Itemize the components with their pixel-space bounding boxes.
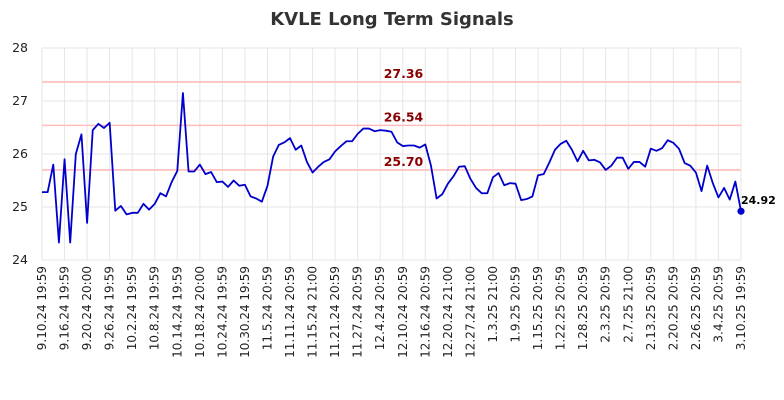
reference-line-label: 26.54 — [384, 109, 424, 124]
x-tick-label: 9.26.24 19:59 — [103, 266, 117, 350]
last-point-marker — [737, 207, 745, 215]
x-tick-label: 10.8.24 19:59 — [148, 266, 162, 350]
x-tick-label: 11.21.24 20:59 — [328, 266, 342, 358]
x-tick-label: 10.18.24 20:00 — [193, 266, 207, 358]
x-tick-label: 11.15.24 21:00 — [306, 266, 320, 358]
x-tick-label: 11.27.24 20:59 — [351, 266, 365, 358]
grid — [41, 47, 742, 261]
x-tick-label: 3.10.25 19:59 — [734, 266, 748, 350]
x-tick-label: 10.14.24 19:59 — [170, 266, 184, 358]
x-tick-label: 10.2.24 19:59 — [125, 266, 139, 350]
reference-line-label: 27.36 — [384, 66, 424, 81]
x-tick-label: 10.24.24 19:59 — [215, 266, 229, 358]
x-tick-label: 2.3.25 20:59 — [599, 266, 613, 343]
x-tick-label: 1.9.25 20:59 — [509, 266, 523, 343]
x-tick-label: 2.7.25 21:00 — [621, 266, 635, 343]
x-tick-label: 9.16.24 19:59 — [58, 266, 72, 350]
series-layer: 24.92 — [42, 92, 776, 244]
x-tick-label: 3.4.25 20:59 — [711, 266, 725, 343]
y-tick-label: 24 — [12, 252, 28, 267]
x-tick-label: 10.30.24 19:59 — [238, 266, 252, 358]
x-tick-label: 12.20.24 21:00 — [441, 266, 455, 358]
x-tick-label: 11.5.24 20:59 — [260, 266, 274, 350]
reference-line-label: 25.70 — [384, 154, 424, 169]
last-value-label: 24.92 — [741, 194, 776, 207]
y-tick-label: 28 — [12, 40, 28, 55]
y-axis-ticks: 24 25 26 27 28 — [12, 40, 28, 267]
series-line — [42, 92, 742, 244]
x-tick-label: 1.28.25 20:59 — [576, 266, 590, 350]
chart-title: KVLE Long Term Signals — [270, 9, 514, 30]
x-tick-label: 1.22.25 20:59 — [554, 266, 568, 350]
x-tick-label: 2.20.25 20:59 — [666, 266, 680, 350]
x-tick-label: 1.3.25 21:00 — [486, 266, 500, 343]
x-tick-label: 12.27.24 21:00 — [463, 266, 477, 358]
x-tick-label: 2.13.25 20:59 — [644, 266, 658, 350]
x-tick-label: 12.10.24 20:59 — [396, 266, 410, 358]
x-tick-label: 12.16.24 20:59 — [418, 266, 432, 358]
x-axis-ticks: 9.10.24 19:59 9.16.24 19:59 9.20.24 20:00 9… — [35, 266, 748, 358]
x-tick-label: 1.15.25 20:59 — [531, 266, 545, 350]
x-tick-label: 2.26.25 20:59 — [689, 266, 703, 350]
y-tick-label: 25 — [12, 199, 28, 214]
x-tick-label: 9.20.24 20:00 — [80, 266, 94, 350]
x-tick-label: 9.10.24 19:59 — [35, 266, 49, 350]
y-tick-label: 27 — [12, 93, 28, 108]
y-tick-label: 26 — [12, 146, 28, 161]
reference-lines: 27.36 26.54 25.70 — [42, 66, 741, 171]
x-tick-label: 11.11.24 20:59 — [283, 266, 297, 358]
x-tick-label: 12.4.24 20:59 — [373, 266, 387, 350]
